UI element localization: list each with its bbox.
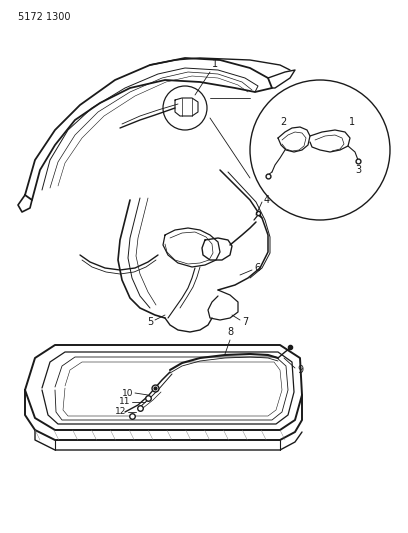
Text: 1: 1 [212,59,218,69]
Text: 6: 6 [254,263,260,273]
Text: 12: 12 [115,408,126,416]
Text: 5: 5 [147,317,153,327]
Text: 4: 4 [264,195,270,205]
Text: 11: 11 [118,398,130,407]
Text: 7: 7 [242,317,248,327]
Text: 5172 1300: 5172 1300 [18,12,71,22]
Text: 1: 1 [349,117,355,127]
Text: 9: 9 [297,365,303,375]
Text: 8: 8 [227,327,233,337]
Text: 10: 10 [122,389,133,398]
Text: 3: 3 [355,165,361,175]
Text: 2: 2 [280,117,286,127]
